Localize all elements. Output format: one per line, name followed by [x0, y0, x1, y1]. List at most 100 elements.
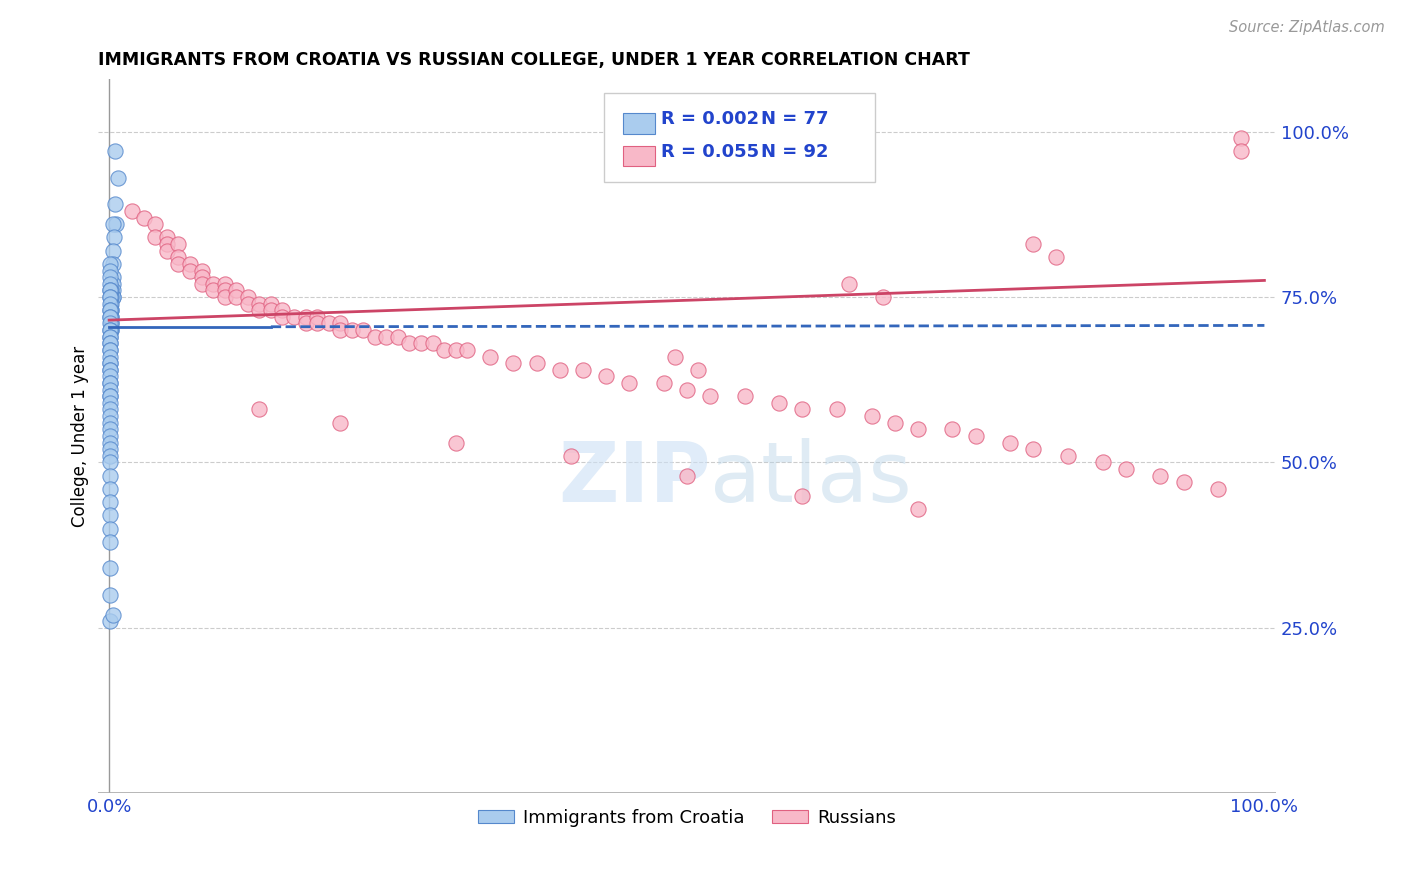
Point — [456, 343, 478, 357]
Point — [387, 329, 409, 343]
Point — [307, 310, 329, 324]
Point — [236, 290, 259, 304]
Point — [1230, 145, 1253, 159]
Point — [98, 270, 121, 285]
Point — [104, 197, 127, 211]
Point — [1022, 442, 1045, 457]
Point — [479, 350, 502, 364]
Point — [132, 211, 155, 225]
Point — [502, 356, 524, 370]
Text: ZIP: ZIP — [558, 438, 710, 519]
Point — [1230, 131, 1253, 145]
Point — [167, 250, 190, 264]
Point — [98, 343, 121, 357]
Point — [101, 290, 124, 304]
Point — [98, 290, 121, 304]
Point — [98, 396, 121, 410]
Point — [375, 329, 398, 343]
Point — [98, 369, 121, 384]
Point — [699, 389, 721, 403]
Point — [444, 343, 467, 357]
Point — [271, 303, 294, 318]
Point — [225, 290, 247, 304]
Point — [101, 257, 124, 271]
Text: N = 77: N = 77 — [761, 111, 828, 128]
Point — [965, 429, 987, 443]
Point — [143, 230, 166, 244]
Point — [98, 449, 121, 463]
Point — [98, 284, 121, 298]
Point — [260, 296, 283, 310]
Point — [179, 263, 201, 277]
Point — [260, 303, 283, 318]
Point — [101, 290, 124, 304]
Point — [98, 317, 121, 331]
Point — [98, 429, 121, 443]
Point — [98, 442, 121, 457]
Point — [1022, 237, 1045, 252]
Point — [143, 217, 166, 231]
FancyBboxPatch shape — [605, 93, 876, 182]
Point — [98, 409, 121, 423]
Point — [98, 329, 121, 343]
Point — [98, 323, 121, 337]
Point — [98, 522, 121, 536]
Point — [214, 290, 236, 304]
Point — [98, 336, 121, 351]
FancyBboxPatch shape — [623, 146, 655, 167]
Point — [1149, 468, 1171, 483]
Point — [98, 323, 121, 337]
Point — [98, 383, 121, 397]
Point — [247, 402, 270, 417]
Point — [837, 277, 859, 291]
Point — [101, 277, 124, 291]
Point — [307, 317, 329, 331]
Point — [98, 343, 121, 357]
Point — [100, 323, 122, 337]
Point — [340, 323, 363, 337]
Point — [107, 170, 129, 185]
Point — [98, 588, 121, 602]
Text: atlas: atlas — [710, 438, 912, 519]
Point — [101, 607, 124, 622]
Point — [167, 257, 190, 271]
Point — [98, 350, 121, 364]
Point — [792, 489, 814, 503]
Point — [1091, 455, 1114, 469]
Point — [872, 290, 894, 304]
Point — [329, 416, 352, 430]
Point — [98, 389, 121, 403]
Point — [98, 310, 121, 324]
Point — [1115, 462, 1137, 476]
Point — [100, 303, 122, 318]
Point — [444, 435, 467, 450]
Point — [283, 310, 305, 324]
Point — [100, 284, 122, 298]
Point — [202, 277, 225, 291]
Point — [98, 356, 121, 370]
Point — [190, 270, 212, 285]
Point — [98, 363, 121, 377]
Point — [156, 230, 179, 244]
Point — [247, 303, 270, 318]
Point — [98, 310, 121, 324]
Point — [247, 296, 270, 310]
Point — [98, 284, 121, 298]
Point — [190, 277, 212, 291]
Point — [98, 303, 121, 318]
Point — [1000, 435, 1022, 450]
Point — [792, 402, 814, 417]
Point — [907, 501, 929, 516]
Point — [98, 277, 121, 291]
Point — [98, 336, 121, 351]
Point — [734, 389, 756, 403]
Point — [329, 317, 352, 331]
Point — [664, 350, 686, 364]
Y-axis label: College, Under 1 year: College, Under 1 year — [72, 345, 89, 526]
Point — [98, 356, 121, 370]
Point — [883, 416, 905, 430]
Point — [100, 296, 122, 310]
Point — [433, 343, 456, 357]
Point — [98, 363, 121, 377]
Point — [98, 508, 121, 523]
